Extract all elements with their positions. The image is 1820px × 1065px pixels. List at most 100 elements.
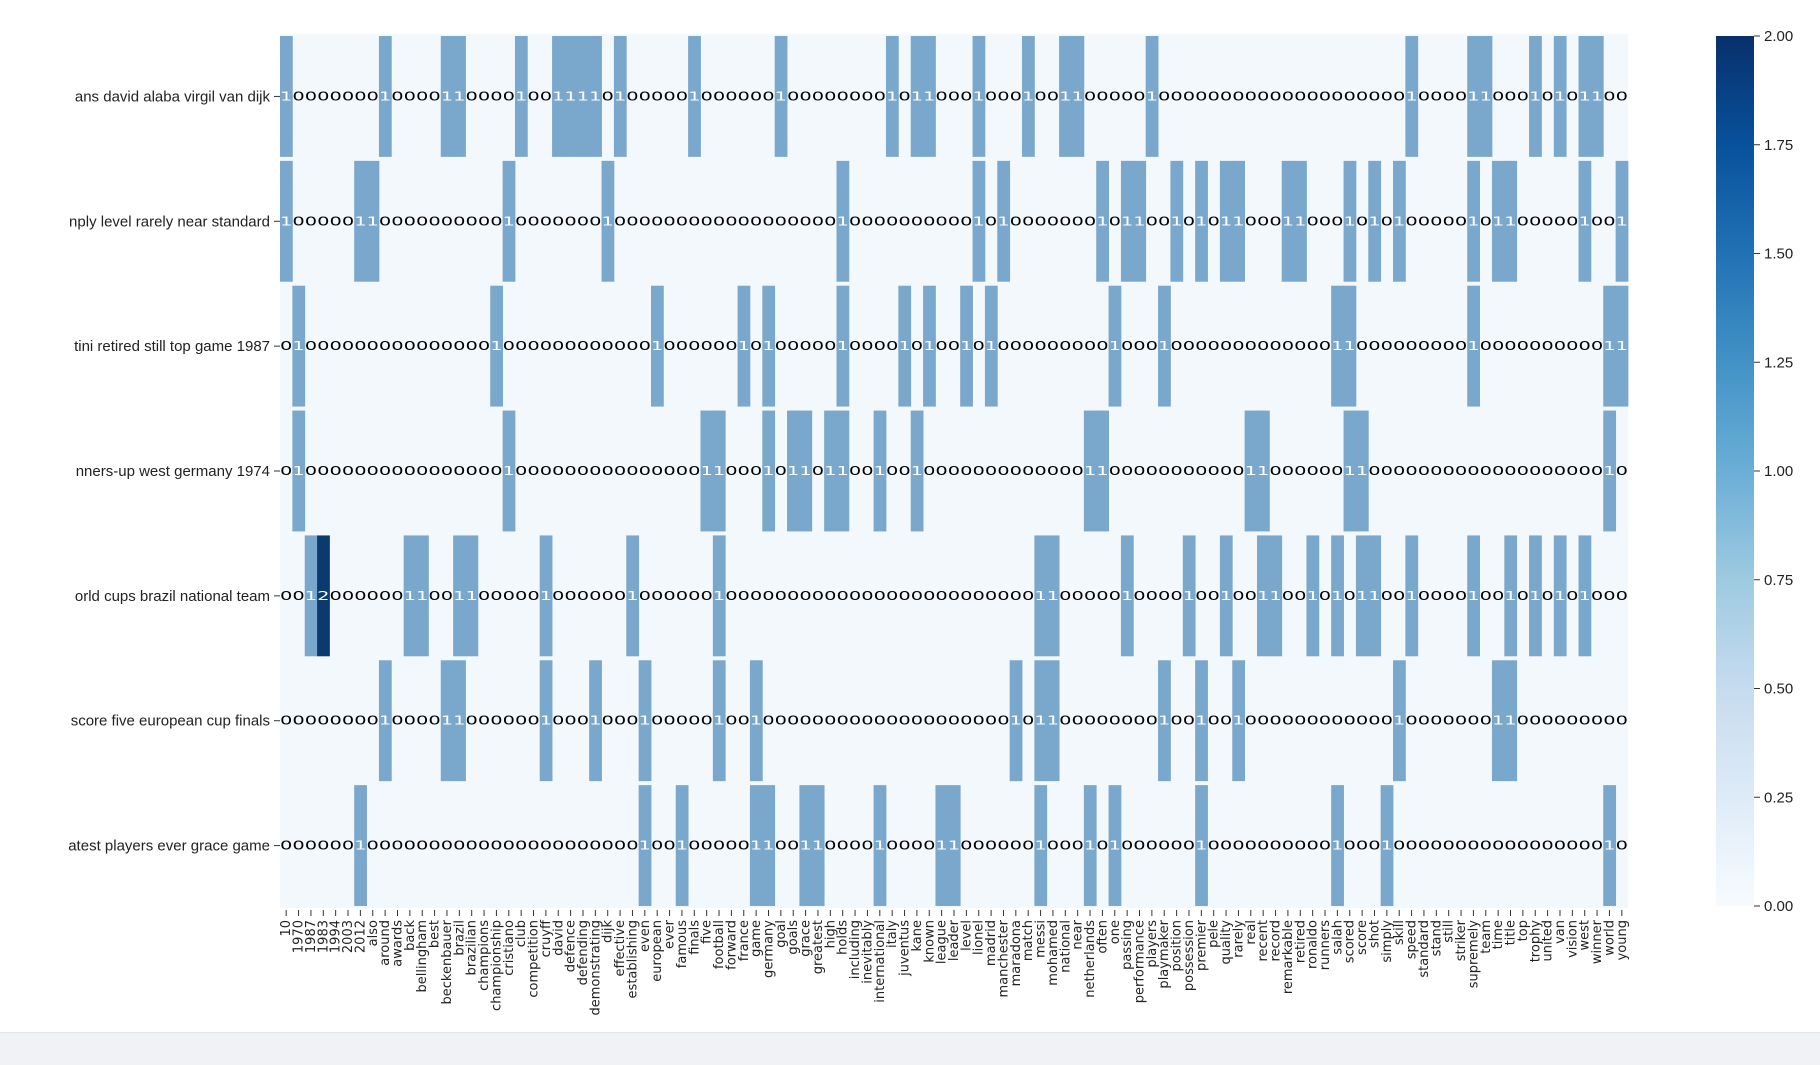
cell-value: 1 xyxy=(1579,89,1591,103)
cell-value: 0 xyxy=(886,214,898,228)
cell-value: 0 xyxy=(985,89,997,103)
cell-value: 0 xyxy=(973,464,985,478)
cell-value: 0 xyxy=(1245,589,1257,603)
cell-value: 0 xyxy=(1418,464,1430,478)
column-label: time xyxy=(1491,920,1506,949)
cell-value: 0 xyxy=(577,214,589,228)
heatmap-cell xyxy=(1578,535,1592,657)
column-label: speed xyxy=(1405,920,1420,959)
heatmap-cell xyxy=(873,410,887,532)
cell-value: 1 xyxy=(1084,464,1096,478)
cell-value: 0 xyxy=(1220,839,1232,853)
heatmap-cell xyxy=(651,285,664,407)
heatmap-cell xyxy=(589,660,602,782)
cell-value: 0 xyxy=(750,214,762,228)
heatmap-cell xyxy=(972,160,986,282)
cell-value: 0 xyxy=(515,714,527,728)
colorbar-tick-label: 1.75 xyxy=(1764,137,1793,154)
cell-value: 1 xyxy=(1331,589,1343,603)
cell-value: 0 xyxy=(1381,214,1393,228)
column-label: beckenbauer xyxy=(440,919,455,1004)
heatmap-cell xyxy=(923,36,936,157)
cell-value: 1 xyxy=(1344,464,1356,478)
cell-value: 0 xyxy=(725,214,737,228)
cell-value: 0 xyxy=(1517,214,1529,228)
cell-value: 0 xyxy=(1381,89,1393,103)
cell-value: 0 xyxy=(1492,839,1504,853)
cell-value: 0 xyxy=(564,839,576,853)
cell-value: 0 xyxy=(1294,589,1306,603)
cell-value: 1 xyxy=(503,214,515,228)
cell-value: 0 xyxy=(762,589,774,603)
cell-value: 0 xyxy=(1010,89,1022,103)
heatmap-cell xyxy=(712,535,726,657)
cell-value: 1 xyxy=(540,714,552,728)
cell-value: 0 xyxy=(441,589,453,603)
heatmap-cell xyxy=(972,36,986,157)
column-label: van xyxy=(1553,920,1568,944)
cell-value: 0 xyxy=(738,839,750,853)
cell-value: 0 xyxy=(614,714,626,728)
cell-value: 0 xyxy=(700,589,712,603)
cell-value: 0 xyxy=(700,714,712,728)
cell-value: 0 xyxy=(1541,714,1553,728)
cell-value: 0 xyxy=(466,464,478,478)
cell-value: 1 xyxy=(886,89,898,103)
cell-value: 0 xyxy=(1566,839,1578,853)
heatmap-cell xyxy=(514,36,528,157)
cell-value: 0 xyxy=(1430,714,1442,728)
heatmap-cell xyxy=(539,660,553,782)
cell-value: 1 xyxy=(1554,589,1566,603)
cell-value: 0 xyxy=(1319,339,1331,353)
heatmap-cell xyxy=(898,285,912,407)
heatmap-cell xyxy=(1393,160,1406,282)
cell-value: 0 xyxy=(602,839,614,853)
cell-value: 0 xyxy=(329,714,341,728)
cell-value: 0 xyxy=(861,464,873,478)
cell-value: 1 xyxy=(1356,589,1368,603)
cell-value: 0 xyxy=(1022,214,1034,228)
cell-value: 0 xyxy=(1480,214,1492,228)
cell-value: 0 xyxy=(861,214,873,228)
column-label: champions xyxy=(477,920,492,991)
heatmap-cell xyxy=(873,785,887,906)
cell-value: 0 xyxy=(1121,339,1133,353)
cell-value: 1 xyxy=(911,464,923,478)
heatmap-cell xyxy=(799,785,813,906)
cell-value: 0 xyxy=(948,89,960,103)
heatmap-cell xyxy=(700,410,714,532)
column-label: maradona xyxy=(1009,920,1024,986)
cell-value: 0 xyxy=(626,714,638,728)
column-label: cristiano xyxy=(502,920,517,976)
heatmap-cell xyxy=(1504,660,1518,782)
cell-value: 0 xyxy=(626,339,638,353)
cell-value: 1 xyxy=(762,339,774,353)
heatmap-cell xyxy=(811,785,825,906)
cell-value: 1 xyxy=(750,839,762,853)
column-label: back xyxy=(403,920,418,951)
cell-value: 0 xyxy=(935,714,947,728)
cell-value: 1 xyxy=(1121,589,1133,603)
cell-value: 0 xyxy=(1059,589,1071,603)
cell-value: 0 xyxy=(1010,339,1022,353)
cell-value: 0 xyxy=(404,214,416,228)
column-label: netherlands xyxy=(1083,920,1098,998)
column-label: dijk xyxy=(601,920,616,943)
cell-value: 1 xyxy=(1381,839,1393,853)
cell-value: 0 xyxy=(1232,339,1244,353)
cell-value: 0 xyxy=(1430,89,1442,103)
cell-value: 0 xyxy=(490,589,502,603)
cell-value: 0 xyxy=(1430,839,1442,853)
cell-value: 0 xyxy=(1504,839,1516,853)
cell-value: 0 xyxy=(490,464,502,478)
cell-value: 1 xyxy=(453,89,465,103)
cell-value: 0 xyxy=(428,214,440,228)
cell-value: 1 xyxy=(1047,589,1059,603)
cell-value: 0 xyxy=(874,89,886,103)
cell-value: 0 xyxy=(676,589,688,603)
cell-value: 0 xyxy=(676,339,688,353)
column-label: also xyxy=(366,920,381,946)
cell-value: 0 xyxy=(985,589,997,603)
cell-value: 0 xyxy=(1146,839,1158,853)
cell-value: 0 xyxy=(602,589,614,603)
